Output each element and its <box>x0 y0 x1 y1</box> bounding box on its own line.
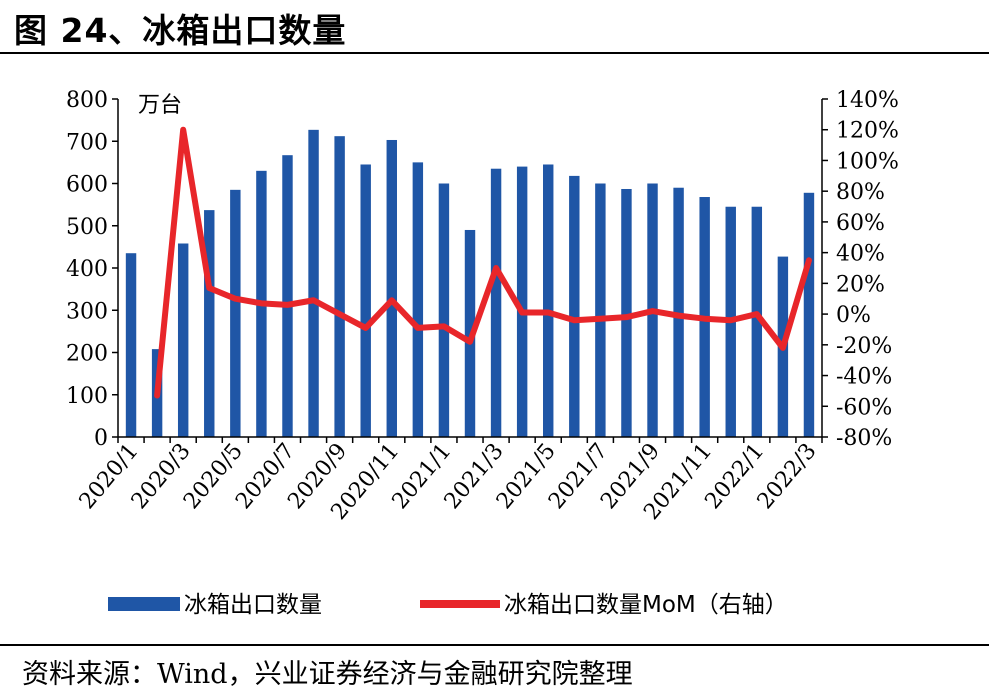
bar-2020/11 <box>386 139 397 438</box>
bar-2020/3 <box>177 243 189 437</box>
y2-tick-label: -40% <box>836 365 892 390</box>
bar-2020/1 <box>125 253 137 437</box>
legend-bar-label: 冰箱出口数量 <box>184 592 322 618</box>
y-tick-label: 0 <box>94 426 108 451</box>
bar-series <box>125 129 815 438</box>
bar-2020/10 <box>360 164 371 438</box>
bar-2021/6 <box>569 175 580 437</box>
y2-tick-label: 20% <box>836 272 885 297</box>
y-tick-label: 400 <box>66 257 108 282</box>
bar-2021/3 <box>490 168 502 437</box>
y2-tick-label: -60% <box>836 395 892 420</box>
bar-2021/1 <box>438 183 450 437</box>
bar-2021/7 <box>595 183 606 437</box>
source-note: 资料来源：Wind，兴业证券经济与金融研究院整理 <box>22 659 633 690</box>
y2-tick-label: -80% <box>836 426 892 451</box>
source-rule <box>0 644 989 646</box>
y-tick-label: 200 <box>66 342 108 367</box>
bar-2021/10 <box>673 187 684 437</box>
y-tick-label: 100 <box>66 384 108 409</box>
y-tick-label: 500 <box>66 215 108 240</box>
bar-2020/4 <box>204 210 215 437</box>
legend: 冰箱出口数量 冰箱出口数量MoM（右轴） <box>108 592 788 618</box>
bar-2021/5 <box>543 164 554 438</box>
y2-tick-label: 0% <box>836 303 871 328</box>
bar-2020/5 <box>230 189 241 437</box>
y-tick-label: 600 <box>66 173 108 198</box>
bar-2021/4 <box>516 166 528 437</box>
legend-bar-swatch <box>108 597 180 611</box>
bar-2022/3 <box>803 192 815 437</box>
bar-2020/7 <box>282 155 293 437</box>
y2-tick-label: 140% <box>836 88 899 113</box>
y-tick-label: 800 <box>66 88 108 113</box>
mom-line <box>154 126 812 399</box>
y2-tick-label: 80% <box>836 180 885 205</box>
y2-tick-label: 40% <box>836 242 885 267</box>
y2-tick-label: 100% <box>836 149 899 174</box>
bar-2020/8 <box>308 129 319 437</box>
y2-tick-label: -20% <box>836 334 892 359</box>
y2-tick-label: 60% <box>836 211 885 236</box>
y-unit-label: 万台 <box>138 93 182 118</box>
figure-title: 图 24、冰箱出口数量 <box>14 11 347 50</box>
bar-2021/8 <box>621 188 632 437</box>
legend-line-label: 冰箱出口数量MoM（右轴） <box>504 592 788 618</box>
refrigerator-export-chart: 0 100 200 300 400 500 600 700 800 -80% -60% -40% -20… <box>66 88 899 618</box>
title-rule <box>0 52 989 54</box>
bar-2020/12 <box>412 162 424 437</box>
bar-2020/9 <box>334 136 345 437</box>
y-tick-label: 700 <box>66 130 108 155</box>
y-tick-label: 300 <box>66 299 108 324</box>
bar-2022/1 <box>751 206 763 437</box>
y2-tick-label: 120% <box>836 119 899 144</box>
mom-line-series <box>154 126 812 399</box>
